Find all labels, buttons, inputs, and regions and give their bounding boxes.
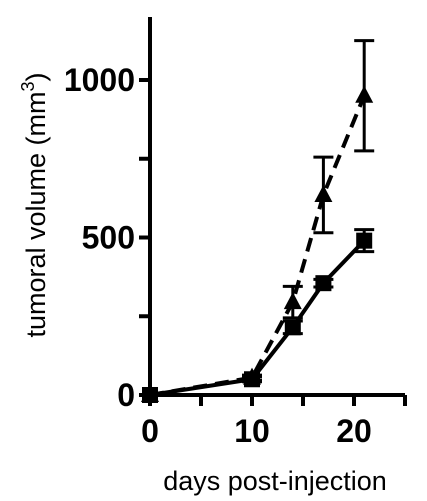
axes — [139, 17, 407, 406]
data-point-triangle — [141, 385, 159, 402]
x-axis-title: days post-injection — [163, 466, 387, 496]
x-tick-label: 10 — [234, 413, 270, 449]
series-line-dashed — [149, 94, 367, 397]
y-tick-label: 1000 — [64, 62, 135, 98]
x-tick-label: 20 — [336, 413, 372, 449]
y-axis-title-superscript: 3 — [18, 81, 38, 91]
data-point-triangle — [243, 367, 261, 385]
series-square — [142, 228, 375, 403]
y-tick-label: 500 — [82, 220, 135, 256]
data-point-triangle — [314, 184, 333, 202]
y-axis-title-suffix: ) — [21, 72, 51, 81]
data-point-triangle — [355, 85, 374, 103]
data-point-square — [315, 275, 332, 292]
y-axis-title: tumoral volume (mm3) — [18, 72, 51, 337]
y-tick-label: 0 — [117, 377, 135, 413]
y-axis-title-main: tumoral volume (mm — [21, 91, 51, 337]
data-point-square — [356, 232, 373, 249]
data-point-triangle — [283, 292, 302, 310]
series-layer — [141, 39, 375, 403]
series-triangle — [141, 39, 375, 402]
tick-labels: 0 10 20 0 500 1000 — [64, 62, 372, 449]
x-tick-label: 0 — [141, 413, 159, 449]
data-point-square — [284, 319, 301, 336]
